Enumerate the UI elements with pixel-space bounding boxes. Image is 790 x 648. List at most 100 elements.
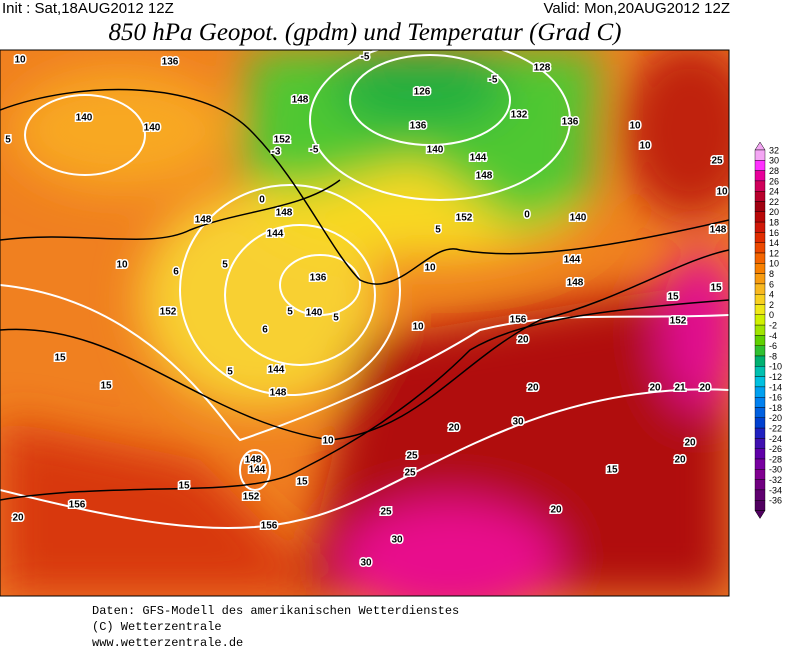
geopotential-label: 140 xyxy=(427,145,444,156)
colorbar-label: 22 xyxy=(769,197,779,207)
colorbar-label: -10 xyxy=(769,362,782,372)
temperature-label: 6 xyxy=(262,325,268,336)
geopotential-label: 140 xyxy=(570,213,587,224)
colorbar-swatch xyxy=(754,221,766,233)
colorbar-swatch xyxy=(754,489,766,501)
colorbar-label: 26 xyxy=(769,176,779,186)
colorbar-swatch xyxy=(754,438,766,449)
colorbar-swatch xyxy=(754,366,766,377)
colorbar-swatch xyxy=(754,458,766,470)
temperature-label: 10 xyxy=(716,187,728,198)
colorbar-label: -4 xyxy=(769,331,777,341)
colorbar-label: -22 xyxy=(769,423,782,433)
geopotential-label: 152 xyxy=(274,135,291,146)
geopotential-label: 128 xyxy=(534,63,551,74)
geopotential-label: 140 xyxy=(306,308,323,319)
temperature-label: -3 xyxy=(272,147,281,158)
colorbar-label: 14 xyxy=(769,238,779,248)
temperature-label: 10 xyxy=(116,260,128,271)
geopotential-label: 140 xyxy=(76,113,93,124)
colorbar-top-arrow xyxy=(754,141,766,151)
temperature-label: 10 xyxy=(424,263,436,274)
colorbar-swatch xyxy=(754,448,766,460)
geopotential-label: 144 xyxy=(267,229,284,240)
geopotential-label: 136 xyxy=(310,273,327,284)
geopotential-label: 152 xyxy=(243,492,260,503)
temperature-label: 10 xyxy=(629,121,641,132)
geopotential-label: 152 xyxy=(160,307,177,318)
colorbar-label: -26 xyxy=(769,444,782,454)
colorbar-swatch xyxy=(754,252,766,264)
temperature-label: 15 xyxy=(296,477,308,488)
temperature-label: 20 xyxy=(448,423,460,434)
colorbar: 32302826242220181614121086420-2-4-6-8-10… xyxy=(754,141,782,519)
colorbar-label: -20 xyxy=(769,413,782,423)
colorbar-swatch xyxy=(754,427,766,439)
temperature-label: 15 xyxy=(606,465,618,476)
colorbar-swatch xyxy=(754,376,766,388)
colorbar-label: 4 xyxy=(769,290,774,300)
colorbar-swatch xyxy=(754,180,766,192)
temperature-label: 21 xyxy=(674,383,686,394)
colorbar-label: -18 xyxy=(769,403,782,413)
colorbar-swatch xyxy=(754,160,766,171)
colorbar-swatch xyxy=(754,201,766,213)
temperature-label: -5 xyxy=(489,75,498,86)
temperature-label: 20 xyxy=(550,505,562,516)
temperature-label: 0 xyxy=(524,210,530,221)
colorbar-label: 16 xyxy=(769,228,779,238)
colorbar-swatch xyxy=(754,355,766,367)
colorbar-swatch xyxy=(754,397,766,408)
temperature-label: 20 xyxy=(12,513,24,524)
footer-line: Daten: GFS-Modell des amerikanischen Wet… xyxy=(92,604,459,618)
colorbar-swatch xyxy=(754,211,766,223)
map-title: 850 hPa Geopot. (gpdm) und Temperatur (G… xyxy=(109,19,622,46)
geopotential-label: 126 xyxy=(414,87,431,98)
temperature-label: 10 xyxy=(639,141,651,152)
temperature-label: -5 xyxy=(361,52,370,63)
temperature-label: 5 xyxy=(287,307,293,318)
temperature-label: 20 xyxy=(517,335,529,346)
geopotential-contours xyxy=(0,50,729,530)
geopotential-label: 140 xyxy=(144,123,161,134)
temperature-label: 6 xyxy=(173,267,179,278)
footer-line: (C) Wetterzentrale xyxy=(92,620,222,634)
geopotential-label: 144 xyxy=(564,255,581,266)
temperature-label: 15 xyxy=(178,481,190,492)
temperature-label: 20 xyxy=(649,383,661,394)
temperature-label: 20 xyxy=(527,383,539,394)
colorbar-swatch xyxy=(754,417,766,429)
temperature-label: 5 xyxy=(227,367,233,378)
map-area xyxy=(0,50,729,596)
colorbar-label: -12 xyxy=(769,372,782,382)
geopotential-label: 156 xyxy=(261,521,278,532)
temperature-label: 10 xyxy=(412,322,424,333)
colorbar-label: -30 xyxy=(769,465,782,475)
geopotential-label: 156 xyxy=(69,500,86,511)
temperature-label: 20 xyxy=(699,383,711,394)
contour-labels: 1361401401481521261361401441481321281361… xyxy=(4,50,730,570)
footer-line: www.wetterzentrale.de xyxy=(92,636,243,648)
geopotential-label: 148 xyxy=(195,215,212,226)
colorbar-swatch xyxy=(754,479,766,491)
colorbar-swatch xyxy=(754,407,766,419)
colorbar-label: -16 xyxy=(769,393,782,403)
temperature-label: 25 xyxy=(711,156,723,167)
colorbar-swatch xyxy=(754,149,766,161)
temperature-label: 15 xyxy=(54,353,66,364)
temperature-label: 30 xyxy=(391,535,403,546)
colorbar-label: 20 xyxy=(769,207,779,217)
temperature-label: 20 xyxy=(684,438,696,449)
colorbar-swatch xyxy=(754,170,766,182)
colorbar-swatch xyxy=(754,386,766,398)
colorbar-label: 28 xyxy=(769,166,779,176)
geopotential-label: 148 xyxy=(270,388,287,399)
colorbar-swatch xyxy=(754,335,766,346)
geopotential-label: 148 xyxy=(567,278,584,289)
geopotential-label: 156 xyxy=(510,315,527,326)
valid-time: Valid: Mon,20AUG2012 12Z xyxy=(544,0,731,17)
geopotential-label: 148 xyxy=(245,455,262,466)
geopotential-label: 144 xyxy=(470,153,487,164)
geopotential-label: 152 xyxy=(670,316,687,327)
